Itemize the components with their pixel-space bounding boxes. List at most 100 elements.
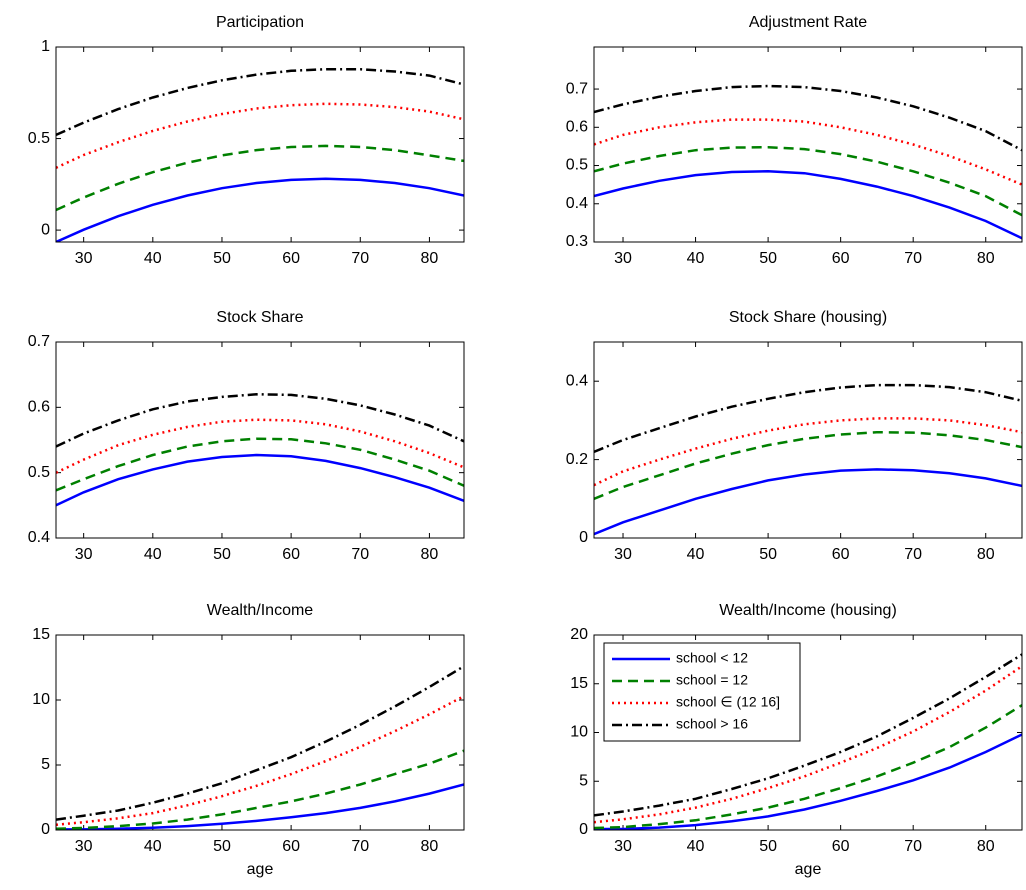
x-tick-label: 60 [282,250,300,267]
y-tick-label: 15 [32,626,50,643]
y-tick-label: 0.4 [28,529,50,546]
subplot: Stock Share (housing) 30 40 50 60 70 80 0 0.2 0.4 [566,309,1023,563]
x-tick-label: 40 [144,546,162,563]
y-tick-label: 1 [41,38,50,55]
x-tick-label: 50 [759,838,777,855]
x-tick-label: 30 [75,838,93,855]
legend: school < 12 school = 12 school ∈ (12 16] sc… [603,642,801,742]
x-tick-label: 70 [351,546,369,563]
series-line [56,694,464,827]
x-tick-label: 70 [904,838,922,855]
legend-label: school > 16 [676,716,748,732]
y-tick-label: 0.7 [28,333,50,350]
axes-box [593,634,1023,831]
x-tick-label: 70 [904,546,922,563]
x-tick-label: 80 [977,250,995,267]
plot-area [56,47,464,242]
y-tick-label: 10 [570,724,588,741]
x-tick-label: 50 [213,546,231,563]
x-tick-label: 70 [351,250,369,267]
plot-area [56,635,464,830]
y-tick-label: 0 [579,529,588,546]
x-tick-label: 70 [351,838,369,855]
y-tick-label: 0.6 [28,399,50,416]
subplot-title: Wealth/Income [207,602,314,619]
series-line [594,118,1022,186]
series-line [56,393,464,448]
subplot: Wealth/Income 30 40 50 60 70 80 0 5 10 15 age [32,602,465,878]
series-line [56,749,464,830]
subplot-title: Adjustment Rate [749,14,867,31]
legend-label: school ∈ (12 16] [676,694,780,710]
legend-label: school = 12 [676,672,748,688]
series-line [594,653,1022,817]
subplot: Stock Share 30 40 50 60 70 80 0.4 0.5 0.6 0.7 [28,309,465,563]
axes-box [55,634,465,831]
y-tick-label: 5 [579,772,588,789]
x-tick-label: 60 [282,838,300,855]
y-tick-label: 0.4 [566,372,588,389]
x-tick-label: 50 [759,546,777,563]
x-tick-label: 60 [832,838,850,855]
y-tick-label: 0.5 [28,464,50,481]
x-tick-label: 50 [759,250,777,267]
subplot-title: Stock Share [216,309,303,326]
series-line [56,418,464,474]
y-tick-label: 0.5 [566,157,588,174]
series-line [56,453,464,507]
y-tick-label: 0.3 [566,233,588,250]
x-tick-label: 80 [421,838,439,855]
subplot-title: Stock Share (housing) [729,309,887,326]
y-tick-label: 0.2 [566,451,588,468]
y-tick-label: 0.4 [566,195,588,212]
axes-box [55,46,465,243]
x-tick-label: 80 [421,546,439,563]
y-tick-label: 0 [41,821,50,838]
x-tick-label: 40 [144,250,162,267]
y-tick-label: 10 [32,691,50,708]
series-line [594,170,1022,240]
y-tick-label: 15 [570,675,588,692]
y-tick-label: 0.7 [566,80,588,97]
y-tick-label: 0 [41,221,50,238]
axes-box [593,341,1023,539]
series-line [594,145,1022,217]
series-line [56,177,464,242]
x-tick-label: 50 [213,838,231,855]
series-line [56,665,464,821]
plot-area [594,342,1022,538]
axes-box [593,46,1023,243]
y-tick-label: 20 [570,626,588,643]
plot-area [594,47,1022,242]
y-tick-label: 0.6 [566,119,588,136]
y-tick-label: 0 [579,821,588,838]
x-axis-label: age [247,861,274,878]
x-tick-label: 30 [75,546,93,563]
x-tick-label: 40 [144,838,162,855]
series-line [594,84,1022,152]
x-tick-label: 80 [421,250,439,267]
series-line [594,468,1022,536]
x-tick-label: 60 [282,546,300,563]
series-line [594,704,1022,830]
series-line [56,144,464,212]
series-line [56,437,464,492]
x-tick-label: 70 [904,250,922,267]
x-axis-label: age [795,861,822,878]
x-tick-label: 60 [832,546,850,563]
x-tick-label: 50 [213,250,231,267]
x-tick-label: 40 [687,546,705,563]
y-tick-label: 0.5 [28,130,50,147]
subplot-title: Participation [216,14,304,31]
subplot: Adjustment Rate 30 40 50 60 70 80 0.3 0.4 0.5 0.6 0… [566,14,1023,267]
x-tick-label: 30 [614,838,632,855]
x-tick-label: 80 [977,838,995,855]
x-tick-label: 40 [687,250,705,267]
x-tick-label: 60 [832,250,850,267]
subplot-title: Wealth/Income (housing) [719,602,897,619]
series-line [56,67,464,137]
x-tick-label: 80 [977,546,995,563]
series-line [56,102,464,169]
series-line [594,733,1022,830]
